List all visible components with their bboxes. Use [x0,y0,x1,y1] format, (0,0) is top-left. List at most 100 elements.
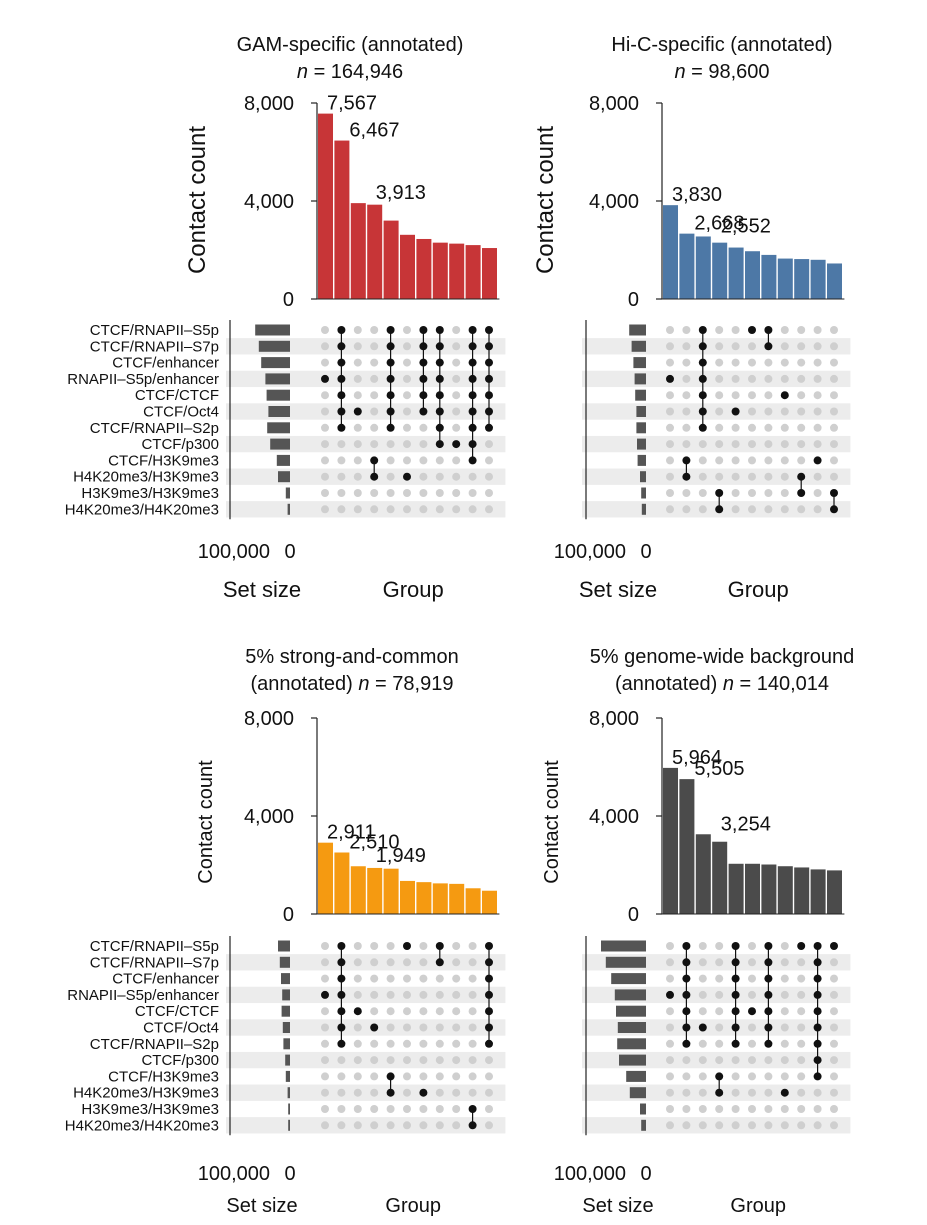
matrix-dot-empty [715,1007,724,1016]
matrix-dot-empty [321,472,329,481]
matrix-dot-filled [698,358,707,367]
set-size-bar [278,940,290,952]
matrix-dot-empty [830,423,838,432]
matrix-dot-empty [435,1056,444,1065]
bar [745,863,760,914]
matrix-dot-empty [452,1023,461,1032]
matrix-dot-filled [468,1121,477,1130]
matrix-dot-filled [403,472,411,481]
matrix-dot-empty [353,440,362,449]
matrix-dot-empty [370,974,379,983]
chart-title: Hi-C-specific (annotated) [611,34,832,56]
matrix-dot-empty [666,942,674,950]
matrix-dot-empty [731,456,740,465]
matrix-dot-empty [682,358,691,367]
matrix-dot-empty [403,1072,411,1081]
matrix-dot-empty [419,990,428,999]
matrix-dot-empty [666,1023,674,1032]
y-tick-label: 8,000 [244,708,294,730]
matrix-dot-filled [321,374,329,383]
matrix-dot-filled [419,358,428,367]
set-size-tick-zero: 0 [284,541,295,563]
matrix-dot-filled [419,374,428,383]
matrix-dot-empty [403,974,411,983]
matrix-dot-empty [830,391,838,400]
matrix-dot-empty [386,942,395,950]
bar [449,883,465,914]
matrix-dot-filled [485,958,493,967]
matrix-dot-empty [485,1105,493,1113]
n-value: = 140,014 [734,673,829,695]
bar [367,204,383,299]
matrix-dot-filled [698,342,707,351]
row-label: H3K9me3/H3K9me3 [81,1101,219,1118]
y-tick-label: 8,000 [589,708,639,730]
matrix-dot-filled [666,990,674,999]
row-label: CTCF/H3K9me3 [108,1068,219,1085]
set-size-tick-max: 100,000 [198,1163,270,1185]
chart-n-line: n = 98,600 [674,61,769,83]
row-label: H3K9me3/H3K9me3 [81,485,219,502]
set-size-bar [282,989,290,1001]
matrix-dot-empty [468,1007,477,1016]
matrix-dot-filled [715,489,724,497]
matrix-dot-empty [797,423,806,432]
matrix-dot-empty [485,1072,493,1081]
matrix-dot-filled [764,342,773,351]
set-size-label: Set size [226,1195,297,1217]
bar [679,233,695,299]
matrix-dot-empty [731,358,740,367]
matrix-dot-filled [797,942,806,950]
matrix-dot-empty [715,440,724,449]
y-axis-label: Contact count [184,126,211,274]
matrix-dot-filled [715,505,724,514]
matrix-dot-empty [780,456,789,465]
matrix-dot-empty [321,423,329,432]
matrix-dot-empty [731,342,740,351]
row-label: CTCF/p300 [141,436,219,453]
matrix-dot-filled [682,990,691,999]
bar-value-label: 3,913 [376,182,426,204]
matrix-dot-filled [386,326,395,334]
matrix-dot-empty [830,456,838,465]
matrix-dot-filled [337,958,346,967]
matrix-dot-filled [682,1007,691,1016]
matrix-dot-empty [370,407,379,416]
matrix-dot-empty [666,1007,674,1016]
row-band [226,1019,506,1036]
matrix-dot-filled [386,407,395,416]
matrix-dot-empty [797,407,806,416]
matrix-dot-empty [403,489,411,497]
set-size-bar [268,406,290,417]
matrix-dot-empty [797,974,806,983]
matrix-dot-empty [797,440,806,449]
matrix-dot-empty [337,505,346,514]
bar [679,779,695,914]
matrix-dot-empty [830,1056,838,1065]
matrix-dot-empty [830,1023,838,1032]
matrix-dot-empty [386,1121,395,1130]
matrix-dot-filled [813,1072,822,1081]
matrix-dot-filled [468,456,477,465]
matrix-dot-filled [682,1023,691,1032]
bar [432,242,448,299]
matrix-dot-filled [780,1088,789,1097]
matrix-dot-empty [419,1072,428,1081]
matrix-dot-empty [321,1056,329,1065]
bar [794,867,810,914]
matrix-dot-empty [682,423,691,432]
matrix-dot-empty [419,456,428,465]
set-size-bar [270,438,290,450]
y-tick-label: 8,000 [244,93,294,115]
matrix-dot-filled [830,942,838,950]
matrix-dot-empty [386,1023,395,1032]
set-size-bar [288,1119,290,1131]
matrix-dot-empty [764,440,773,449]
matrix-dot-empty [386,974,395,983]
matrix-dot-empty [353,1023,362,1032]
matrix-dot-filled [813,942,822,950]
bar [712,242,728,299]
matrix-dot-filled [731,1039,740,1048]
matrix-dot-empty [403,342,411,351]
